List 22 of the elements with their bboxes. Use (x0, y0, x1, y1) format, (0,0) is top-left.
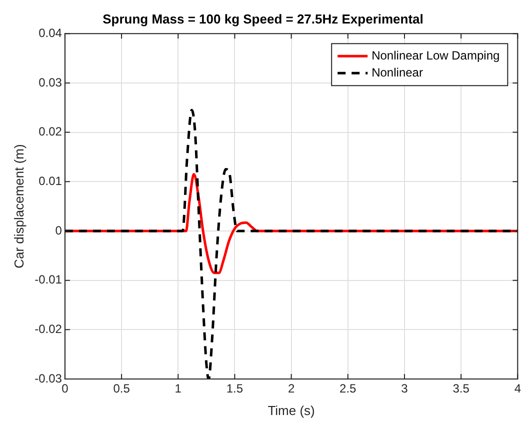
x-tick-label: 2.5 (340, 382, 357, 396)
y-tick-label: 0.01 (38, 174, 62, 188)
y-tick-label: -0.01 (34, 272, 62, 287)
x-tick-label: 1 (174, 382, 182, 396)
x-tick-label: 3.5 (452, 382, 470, 396)
y-tick-label: 0.03 (38, 75, 62, 90)
line-series (64, 108, 518, 379)
y-tick-label: 0.02 (38, 124, 62, 139)
x-axis-title: Time (s) (268, 402, 315, 418)
legend-label: Nonlinear (372, 65, 423, 80)
chart-title: Sprung Mass = 100 kg Speed = 27.5Hz Experimental (102, 11, 424, 26)
y-tick-label: -0.03 (34, 371, 62, 386)
x-tick-label: 2 (288, 382, 295, 396)
x-tick-label: 4 (514, 382, 522, 396)
x-tick-label: 1.5 (226, 382, 244, 396)
legend-label: Nonlinear Low Damping (372, 48, 500, 62)
y-axis-title: Car displacement (m) (11, 144, 26, 268)
x-tick-label: 0.5 (113, 382, 130, 396)
x-tick-label: 3 (401, 382, 408, 396)
y-tick-label: 0.04 (38, 26, 62, 40)
y-tick-label: -0.02 (34, 322, 62, 336)
y-tick-label: 0 (55, 223, 62, 238)
